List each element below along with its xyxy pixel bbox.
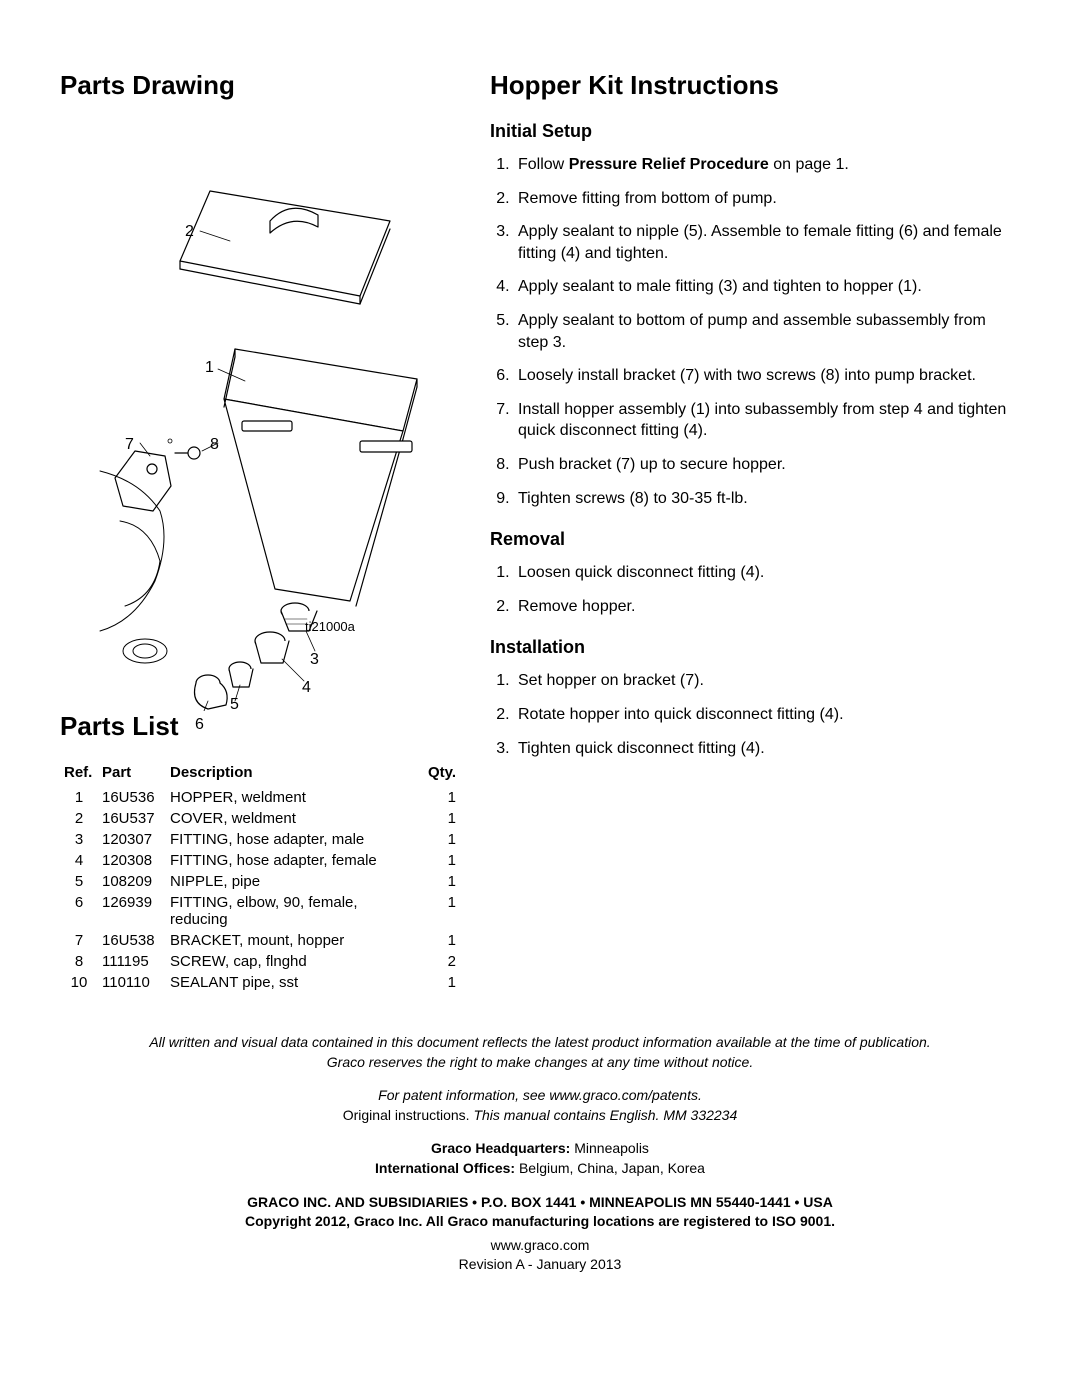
exploded-view-svg <box>60 121 460 711</box>
instructions-title: Hopper Kit Instructions <box>490 70 1020 101</box>
list-item: Remove fitting from bottom of pump. <box>514 188 1020 210</box>
patent-info: For patent information, see www.graco.co… <box>378 1087 702 1103</box>
list-item: Apply sealant to bottom of pump and asse… <box>514 310 1020 353</box>
callout-6: 6 <box>195 716 204 734</box>
hq-value: Minneapolis <box>574 1140 649 1156</box>
revision: Revision A - January 2013 <box>60 1255 1020 1275</box>
drawing-code: ti21000a <box>305 619 355 634</box>
table-row: 10110110SEALANT pipe, sst1 <box>60 972 460 993</box>
list-item: Tighten screws (8) to 30-35 ft-lb. <box>514 488 1020 510</box>
callout-2: 2 <box>185 223 194 241</box>
list-item: Set hopper on bracket (7). <box>514 670 1020 692</box>
callout-3: 3 <box>310 651 319 669</box>
disclaimer-line1: All written and visual data contained in… <box>149 1034 930 1050</box>
table-row: 116U536HOPPER, weldment1 <box>60 787 460 808</box>
callout-1: 1 <box>205 359 214 377</box>
callout-7: 7 <box>125 436 134 454</box>
copyright: Copyright 2012, Graco Inc. All Graco man… <box>60 1212 1020 1232</box>
list-item: Rotate hopper into quick disconnect fitt… <box>514 704 1020 726</box>
parts-drawing: 1 2 3 4 5 6 7 8 ti21000a <box>60 121 460 711</box>
list-item: Follow Pressure Relief Procedure on page… <box>514 154 1020 176</box>
table-row: 5108209NIPPLE, pipe1 <box>60 871 460 892</box>
instruction-list: Follow Pressure Relief Procedure on page… <box>490 154 1020 509</box>
url: www.graco.com <box>60 1236 1020 1256</box>
callout-4: 4 <box>302 679 311 697</box>
section-heading: Installation <box>490 637 1020 658</box>
col-desc: Description <box>166 762 420 787</box>
col-part: Part <box>98 762 166 787</box>
list-item: Install hopper assembly (1) into subasse… <box>514 399 1020 442</box>
table-row: 216U537COVER, weldment1 <box>60 808 460 829</box>
table-row: 8111195SCREW, cap, flnghd2 <box>60 951 460 972</box>
list-item: Tighten quick disconnect fitting (4). <box>514 738 1020 760</box>
instruction-list: Loosen quick disconnect fitting (4). Remo… <box>490 562 1020 617</box>
list-item: Apply sealant to male fitting (3) and ti… <box>514 276 1020 298</box>
intl-label: International Offices: <box>375 1160 519 1176</box>
col-ref: Ref. <box>60 762 98 787</box>
intl-value: Belgium, China, Japan, Korea <box>519 1160 705 1176</box>
orig-instructions: Original instructions. <box>343 1107 474 1123</box>
section-heading: Removal <box>490 529 1020 550</box>
address: GRACO INC. AND SUBSIDIARIES • P.O. BOX 1… <box>60 1193 1020 1213</box>
hq-label: Graco Headquarters: <box>431 1140 574 1156</box>
parts-drawing-title: Parts Drawing <box>60 70 460 101</box>
callout-8: 8 <box>210 436 219 454</box>
list-item: Loosely install bracket (7) with two scr… <box>514 365 1020 387</box>
footer: All written and visual data contained in… <box>60 1033 1020 1275</box>
list-item: Apply sealant to nipple (5). Assemble to… <box>514 221 1020 264</box>
instruction-list: Set hopper on bracket (7). Rotate hopper … <box>490 670 1020 759</box>
parts-list-title: Parts List <box>60 711 460 742</box>
section-heading: Initial Setup <box>490 121 1020 142</box>
manual-lang: This manual contains English. MM 332234 <box>473 1107 737 1123</box>
col-qty: Qty. <box>420 762 460 787</box>
list-item: Push bracket (7) up to secure hopper. <box>514 454 1020 476</box>
table-row: 6126939FITTING, elbow, 90, female, reduc… <box>60 892 460 930</box>
disclaimer-line2: Graco reserves the right to make changes… <box>327 1054 753 1070</box>
table-row: 3120307FITTING, hose adapter, male1 <box>60 829 460 850</box>
list-item: Loosen quick disconnect fitting (4). <box>514 562 1020 584</box>
table-row: 716U538BRACKET, mount, hopper1 <box>60 930 460 951</box>
callout-5: 5 <box>230 696 239 714</box>
table-row: 4120308FITTING, hose adapter, female1 <box>60 850 460 871</box>
list-item: Remove hopper. <box>514 596 1020 618</box>
parts-table: Ref. Part Description Qty. 116U536HOPPER… <box>60 762 460 993</box>
